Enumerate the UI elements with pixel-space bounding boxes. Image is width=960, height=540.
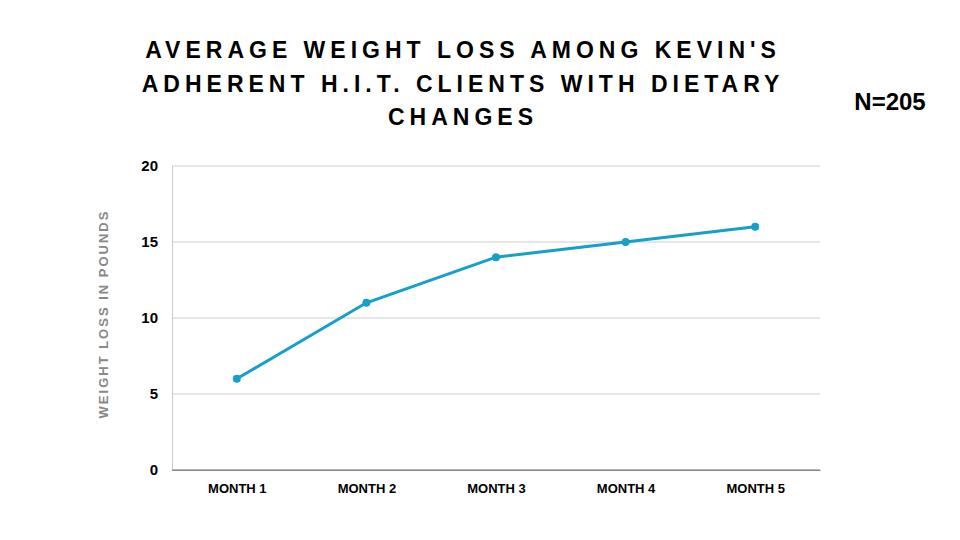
x-tick: MONTH 2 [338, 470, 397, 496]
grid-line [172, 166, 820, 167]
x-tick: MONTH 3 [467, 470, 526, 496]
y-tick-label: 0 [150, 461, 158, 478]
x-tick-label: MONTH 2 [338, 481, 397, 496]
title-group: AVERAGE WEIGHT LOSS AMONG KEVIN'SADHEREN… [142, 37, 785, 130]
title: AVERAGE WEIGHT LOSS AMONG KEVIN'SADHEREN… [142, 37, 785, 130]
chart: AVERAGE WEIGHT LOSS AMONG KEVIN'SADHEREN… [0, 0, 960, 540]
marker [622, 238, 630, 246]
x-tick-label: MONTH 5 [726, 481, 785, 496]
y-tick: 0 [150, 461, 172, 478]
x-tick-label: MONTH 3 [467, 481, 526, 496]
marker [362, 299, 370, 307]
line [237, 227, 755, 379]
grid-line [172, 242, 820, 243]
y-tick-label: 10 [141, 309, 158, 326]
marks [237, 227, 755, 379]
y-tick-label: 15 [141, 233, 158, 250]
x-tick: MONTH 5 [726, 470, 785, 496]
marker [233, 375, 241, 383]
y-axis-title: WEIGHT LOSS IN POUNDS [96, 210, 111, 419]
x-tick-label: MONTH 4 [597, 481, 656, 496]
y-tick: 20 [141, 157, 172, 174]
y-axis-line [172, 167, 173, 471]
grid-line [172, 318, 820, 319]
grid-line [172, 394, 820, 395]
grid [172, 166, 820, 470]
y-tick: 10 [141, 309, 172, 326]
x-axis: MONTH 1 MONTH 2 MONTH 3 MONTH 4 MONTH 5 [172, 470, 821, 496]
annotation: N=205 [854, 88, 925, 115]
y-tick-label: 20 [141, 157, 158, 174]
x-tick-label: MONTH 1 [208, 481, 266, 496]
y-tick: 15 [141, 233, 172, 250]
x-tick: MONTH 1 [208, 470, 266, 496]
x-axis-baseline [172, 470, 820, 471]
grid-line [172, 470, 820, 471]
x-tick: MONTH 4 [597, 470, 656, 496]
plot: 05101520MONTH 1MONTH 2MONTH 3MONTH 4MONT… [141, 157, 820, 496]
marker [751, 223, 759, 231]
marker [492, 253, 500, 261]
y-axis: 0 5 10 15 20 [141, 157, 172, 478]
x-axis-line [173, 470, 821, 471]
y-tick: 5 [150, 385, 172, 402]
y-tick-label: 5 [150, 385, 158, 402]
markers [233, 223, 759, 383]
